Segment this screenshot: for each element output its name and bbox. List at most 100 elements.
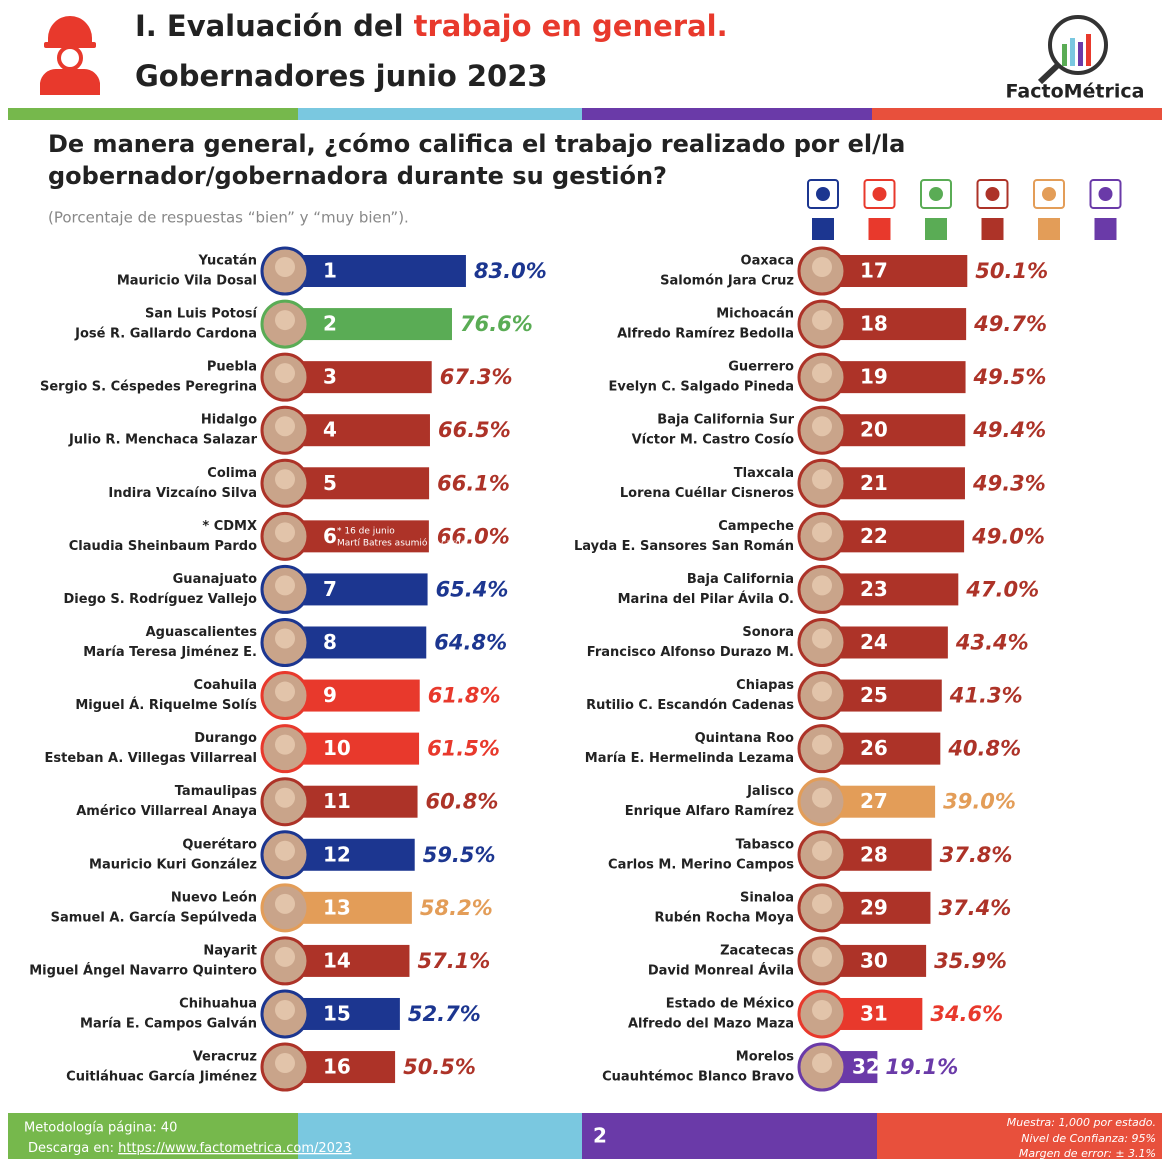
value-label: 65.4% (436, 577, 509, 601)
rank: 4 (323, 418, 337, 442)
rank: 1 (323, 259, 337, 283)
governor: David Monreal Ávila (648, 962, 794, 978)
state: Campeche (718, 519, 794, 534)
photo-head (812, 416, 832, 437)
rank: 7 (323, 577, 337, 601)
party-logo-mark (1042, 187, 1056, 201)
photo-head (812, 469, 832, 490)
rank: 23 (860, 577, 888, 601)
photo-head (275, 946, 295, 967)
value-label: 64.8% (434, 630, 507, 654)
photo-head (275, 575, 295, 596)
party-logo-mark (872, 187, 887, 201)
governor: Sergio S. Céspedes Peregrina (40, 380, 257, 395)
governor: Mauricio Vila Dosal (117, 274, 257, 289)
governor: Alfredo Ramírez Bedolla (617, 327, 794, 342)
rank: 28 (860, 842, 888, 866)
value-label: 58.2% (420, 896, 493, 920)
state: Tlaxcala (734, 466, 794, 481)
photo-head (275, 310, 295, 331)
governor: Carlos M. Merino Campos (608, 857, 794, 872)
state: Quintana Roo (695, 731, 794, 746)
value-label: 66.0% (437, 524, 510, 548)
party-logo-mark (816, 187, 830, 201)
governor: Mauricio Kuri González (89, 857, 257, 872)
photo-head (275, 416, 295, 437)
value-label: 67.3% (440, 365, 513, 389)
legend-swatch (1094, 218, 1117, 240)
rank: 10 (323, 736, 351, 760)
governor: Francisco Alfonso Durazo M. (587, 645, 794, 660)
title: I. Evaluación del trabajo en general. (135, 9, 728, 43)
state: Querétaro (182, 837, 257, 852)
photo-head (275, 257, 295, 277)
governor: Miguel Ángel Navarro Quintero (29, 962, 257, 978)
confidence: Nivel de Confianza: 95% (1021, 1132, 1156, 1145)
photo-head (812, 628, 832, 649)
rank: 13 (323, 895, 351, 919)
footer (8, 1113, 1162, 1159)
state: Guanajuato (173, 572, 257, 587)
link[interactable]: https://www.factometrica.com/2023 (118, 1141, 351, 1156)
photo-head (812, 893, 832, 914)
governor: Alfredo del Mazo Maza (628, 1016, 794, 1031)
value-label: 60.8% (426, 790, 499, 814)
state: Durango (194, 731, 257, 746)
state: Tamaulipas (175, 784, 258, 799)
governor: Salomón Jara Cruz (660, 274, 794, 289)
value-label: 37.8% (940, 843, 1013, 867)
brand: FactoMétrica (1006, 81, 1145, 103)
photo-head (812, 575, 832, 596)
rank: 31 (860, 1001, 888, 1025)
rank: 25 (860, 683, 888, 707)
value-label: 19.1% (885, 1055, 958, 1079)
state: Estado de México (666, 996, 794, 1011)
value-label: 41.3% (949, 684, 1023, 708)
annotation-text: * 16 de junio (337, 526, 395, 536)
margin: Margen de error: ± 3.1% (1019, 1147, 1156, 1159)
value-label: 61.5% (427, 737, 500, 761)
governor: María Teresa Jiménez E. (83, 645, 257, 660)
value-label: 49.3% (972, 471, 1046, 495)
photo-head (812, 840, 832, 861)
state: Michoacán (716, 307, 794, 322)
rank: 19 (860, 365, 888, 389)
governor: Cuitláhuac García Jiménez (66, 1070, 257, 1085)
governor: Julio R. Menchaca Salazar (68, 433, 258, 448)
rank: 22 (860, 524, 888, 548)
state: Oaxaca (741, 254, 794, 269)
state: Coahuila (194, 678, 257, 693)
brand-logo (1037, 15, 1108, 85)
rank: 8 (323, 630, 337, 654)
governor: Indira Vizcaíno Silva (108, 486, 257, 501)
value-label: 76.6% (460, 312, 533, 336)
rank: 16 (323, 1055, 351, 1079)
state: Chihuahua (179, 996, 257, 1011)
rank: 15 (323, 1001, 351, 1025)
rank: 29 (860, 895, 888, 919)
rank: 26 (860, 736, 888, 760)
value-label: 43.4% (955, 630, 1029, 654)
rank: 14 (323, 948, 351, 972)
legend-swatch (981, 218, 1004, 240)
value-label: 35.9% (934, 949, 1007, 973)
state: Baja California Sur (657, 413, 794, 428)
rank: 6 (323, 524, 337, 548)
legend-swatch (868, 218, 891, 240)
photo-head (812, 946, 832, 967)
header-icon (40, 16, 100, 95)
photo-head (812, 787, 832, 808)
photo-head (812, 310, 832, 331)
page-number: 2 (593, 1124, 607, 1148)
photo-head (812, 734, 832, 755)
photo-head (275, 1053, 295, 1074)
state: Sinaloa (740, 890, 794, 905)
value-label: 50.1% (975, 259, 1048, 283)
state: Nayarit (203, 943, 257, 958)
annotation: * 16 de junio Martí Batres asumió el carg… (337, 526, 469, 548)
rank: 21 (860, 471, 888, 495)
photo-head (812, 1053, 832, 1074)
value-label: 57.1% (417, 949, 490, 973)
governor: Esteban A. Villegas Villarreal (45, 751, 257, 766)
